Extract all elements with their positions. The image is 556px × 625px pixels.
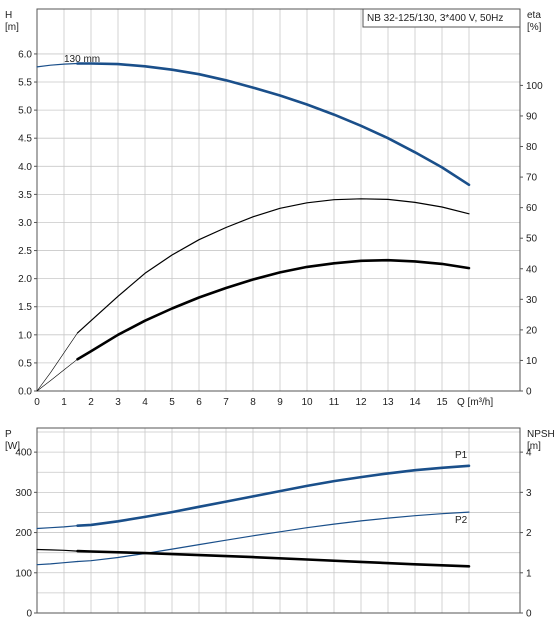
x-tick-label: 6 bbox=[196, 397, 202, 408]
y2-axis-title: eta bbox=[527, 10, 541, 21]
x-axis-label: Q [m³/h] bbox=[457, 397, 493, 408]
x-tick-label: 14 bbox=[409, 397, 421, 408]
y-axis-unit: [W] bbox=[5, 441, 20, 452]
x-tick-label: 8 bbox=[250, 397, 256, 408]
series-line bbox=[36, 332, 78, 392]
y-tick-label: 5.0 bbox=[18, 106, 32, 117]
y2-tick-label: 90 bbox=[526, 111, 538, 122]
series-line bbox=[36, 560, 79, 566]
x-tick-label: 3 bbox=[115, 397, 121, 408]
series-line bbox=[76, 198, 470, 334]
curve-annotation: 130 mm bbox=[64, 54, 100, 65]
series-line bbox=[76, 464, 471, 528]
y2-tick-label: 60 bbox=[526, 203, 538, 214]
y-axis-unit: [m] bbox=[5, 22, 19, 33]
plot-frame bbox=[36, 8, 521, 392]
y-tick-label: 3.0 bbox=[18, 218, 32, 229]
title-box bbox=[362, 8, 521, 28]
x-tick-label: 2 bbox=[88, 397, 94, 408]
series-label: P1 bbox=[455, 450, 468, 461]
y2-tick-label: 1 bbox=[526, 568, 532, 579]
y-tick-label: 0.0 bbox=[18, 387, 32, 398]
x-tick-label: 7 bbox=[223, 397, 229, 408]
y2-axis-unit: [%] bbox=[527, 22, 542, 33]
x-tick-label: 0 bbox=[34, 397, 40, 408]
y-tick-label: 2.5 bbox=[18, 246, 32, 257]
x-tick-label: 1 bbox=[61, 397, 67, 408]
y2-axis-title: NPSH bbox=[527, 429, 555, 440]
x-tick-label: 5 bbox=[169, 397, 175, 408]
series-line bbox=[36, 525, 79, 530]
y2-tick-label: 2 bbox=[526, 528, 532, 539]
x-tick-label: 11 bbox=[329, 397, 340, 408]
y2-tick-label: 3 bbox=[526, 488, 532, 499]
y-axis-title: H bbox=[5, 10, 12, 21]
y-tick-label: 0.5 bbox=[18, 358, 32, 369]
chart-title: NB 32-125/130, 3*400 V, 50Hz bbox=[367, 13, 503, 24]
y-tick-label: 1.5 bbox=[18, 302, 32, 313]
y2-tick-label: 0 bbox=[526, 609, 532, 620]
y2-tick-label: 80 bbox=[526, 142, 538, 153]
y-tick-label: 300 bbox=[15, 488, 32, 499]
plot-frame bbox=[36, 427, 521, 614]
y2-axis-unit: [m] bbox=[527, 441, 541, 452]
series-line bbox=[76, 549, 471, 568]
y2-tick-label: 70 bbox=[526, 173, 538, 184]
y-tick-label: 4.0 bbox=[18, 162, 32, 173]
y-tick-label: 0 bbox=[26, 609, 32, 620]
y-tick-label: 2.0 bbox=[18, 274, 32, 285]
power-npsh-panel: 0 100 200 300 400 0 1 2 3 4 P[W] NPSH[m] P1 P2 bbox=[5, 427, 555, 620]
series-line bbox=[76, 258, 471, 361]
series-line bbox=[76, 511, 470, 563]
y-tick-label: 400 bbox=[15, 448, 32, 459]
y-tick-label: 100 bbox=[15, 568, 32, 579]
head-efficiency-panel: 0.0 0.5 1.0 1.5 2.0 2.5 3.0 3.5 4.0 4.5 5.0 5.5 6.0 0… bbox=[5, 8, 543, 408]
x-tick-label: 4 bbox=[142, 397, 148, 408]
y2-tick-label: 4 bbox=[526, 448, 532, 459]
y2-tick-label: 0 bbox=[526, 387, 532, 398]
y2-tick-label: 10 bbox=[526, 356, 538, 367]
x-tick-label: 12 bbox=[355, 397, 367, 408]
y-tick-label: 3.5 bbox=[18, 190, 32, 201]
series-line bbox=[36, 358, 78, 392]
y2-tick-label: 30 bbox=[526, 295, 538, 306]
y-tick-label: 200 bbox=[15, 528, 32, 539]
y-tick-label: 6.0 bbox=[18, 49, 32, 60]
y-axis-title: P bbox=[5, 429, 12, 440]
series-label: P2 bbox=[455, 515, 468, 526]
x-tick-label: 13 bbox=[382, 397, 394, 408]
y-tick-label: 1.0 bbox=[18, 330, 32, 341]
y2-tick-label: 50 bbox=[526, 234, 538, 245]
y-tick-label: 4.5 bbox=[18, 134, 32, 145]
y2-tick-label: 40 bbox=[526, 264, 538, 275]
x-tick-label: 10 bbox=[301, 397, 313, 408]
x-tick-label: 15 bbox=[436, 397, 448, 408]
y2-tick-label: 20 bbox=[526, 325, 538, 336]
series-line bbox=[76, 62, 471, 187]
series-line bbox=[36, 548, 79, 552]
y-tick-label: 5.5 bbox=[18, 78, 32, 89]
x-tick-label: 9 bbox=[277, 397, 283, 408]
y2-tick-label: 100 bbox=[526, 81, 543, 92]
series-line bbox=[36, 62, 79, 68]
